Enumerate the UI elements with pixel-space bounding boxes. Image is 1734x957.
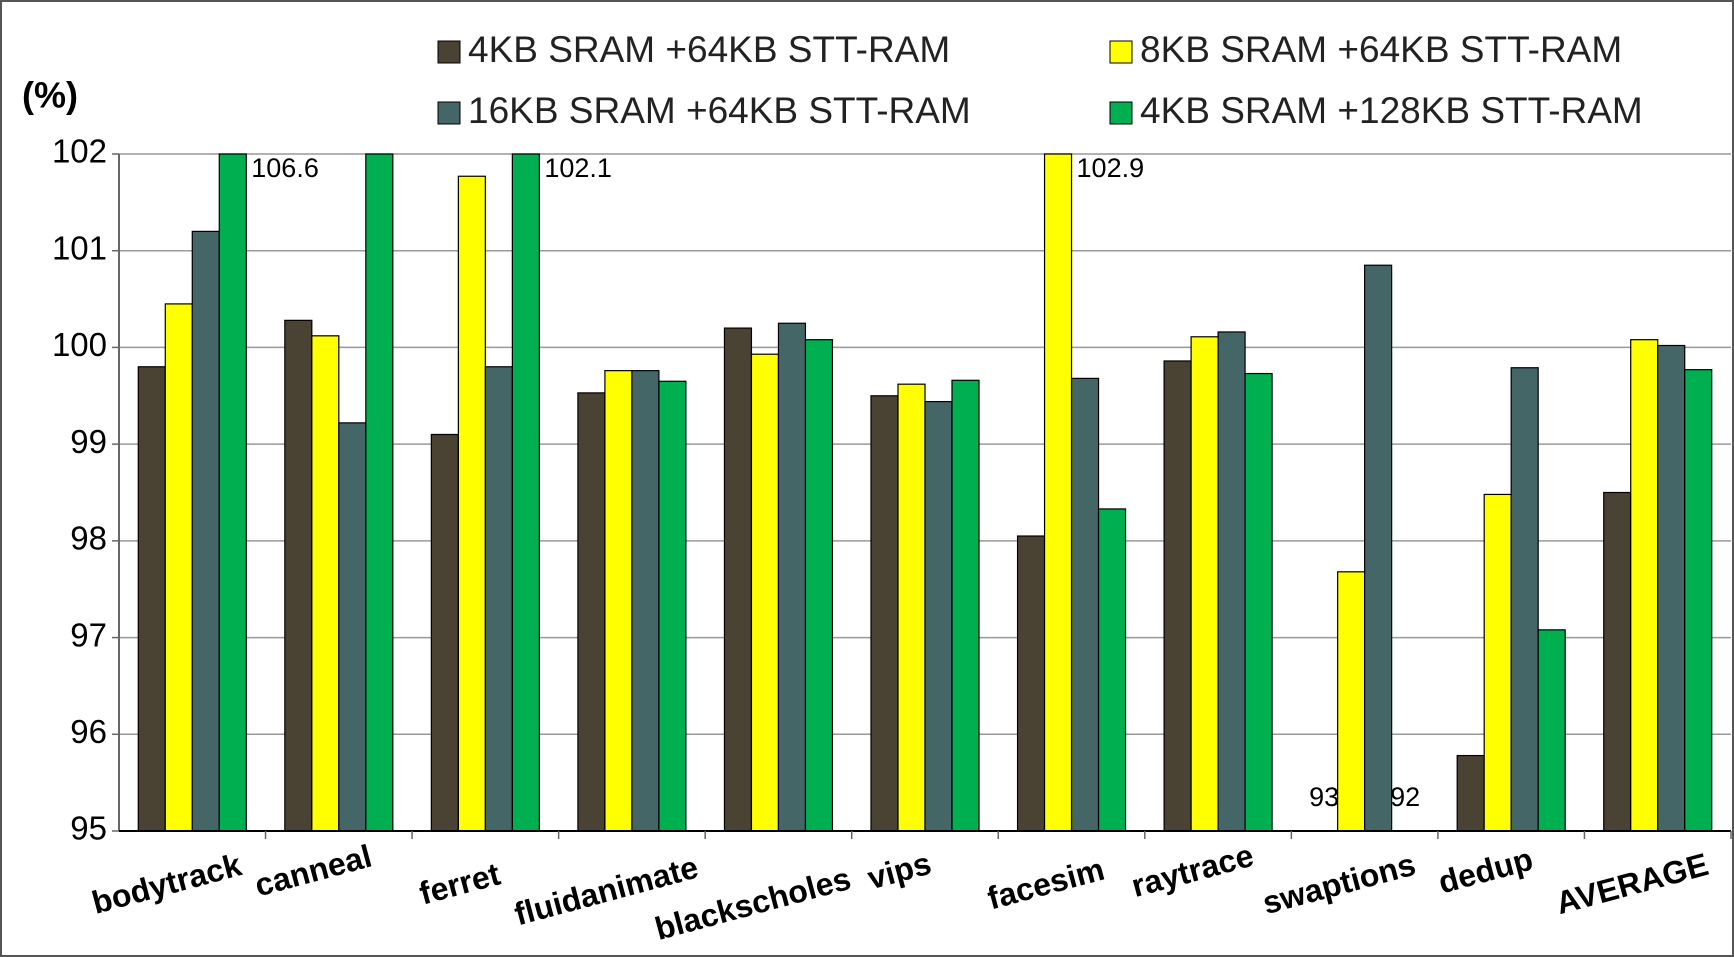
bar <box>1016 535 1046 832</box>
bar <box>365 153 394 832</box>
legend-label: 16KB SRAM +64KB STT-RAM <box>468 90 971 131</box>
value-label: 102.1 <box>544 153 612 183</box>
bar <box>484 366 513 832</box>
bar <box>577 392 606 832</box>
bar <box>1244 372 1273 832</box>
bar <box>723 327 753 832</box>
bar <box>1537 629 1566 832</box>
y-tick-label: 99 <box>70 423 107 460</box>
bar <box>924 400 953 832</box>
bar <box>1337 571 1366 832</box>
legend-swatch <box>437 40 461 64</box>
y-axis-label: (%) <box>22 75 78 116</box>
bar <box>137 366 166 832</box>
bar <box>1630 339 1659 832</box>
value-label: 92 <box>1390 782 1420 812</box>
bar <box>1510 367 1539 832</box>
bar <box>1163 360 1192 832</box>
legend-label: 4KB SRAM +64KB STT-RAM <box>468 29 950 70</box>
legend-swatch <box>437 101 461 125</box>
bar <box>218 153 247 832</box>
y-tick-label: 98 <box>70 520 107 557</box>
bar <box>1043 153 1073 832</box>
bar <box>284 319 313 832</box>
bar <box>1190 336 1219 832</box>
bar <box>338 422 367 832</box>
bar <box>1364 264 1393 832</box>
y-tick-label: 100 <box>52 326 107 363</box>
bar <box>1217 331 1246 832</box>
bar <box>191 230 220 832</box>
bar <box>1684 369 1713 832</box>
value-label: 106.6 <box>251 153 319 183</box>
bar <box>311 335 340 832</box>
bar <box>1097 508 1127 832</box>
bar <box>804 339 834 832</box>
bar <box>658 380 687 832</box>
bar <box>777 322 807 832</box>
bar <box>1070 377 1100 832</box>
bar <box>430 433 459 832</box>
legend-swatch <box>1109 40 1133 64</box>
y-tick-label: 95 <box>70 810 107 847</box>
value-label: 93 <box>1309 782 1339 812</box>
y-tick-label: 97 <box>70 616 107 653</box>
bar <box>1456 754 1485 832</box>
legend-label: 8KB SRAM +64KB STT-RAM <box>1140 29 1622 70</box>
bar <box>750 353 780 832</box>
bar <box>870 395 899 832</box>
y-tick-label: 102 <box>52 133 107 170</box>
bar <box>164 303 193 832</box>
bar <box>631 370 660 832</box>
legend-swatch <box>1109 101 1133 125</box>
bar <box>1483 493 1512 832</box>
y-tick-label: 101 <box>52 229 107 266</box>
bar <box>897 383 926 832</box>
value-label: 102.9 <box>1077 153 1145 183</box>
y-tick-label: 96 <box>70 713 107 750</box>
bar <box>1603 491 1632 832</box>
bar <box>604 370 633 832</box>
legend-label: 4KB SRAM +128KB STT-RAM <box>1140 90 1643 131</box>
bar <box>951 379 980 832</box>
bar <box>511 153 540 832</box>
bar <box>457 175 486 832</box>
bar <box>1657 344 1686 832</box>
